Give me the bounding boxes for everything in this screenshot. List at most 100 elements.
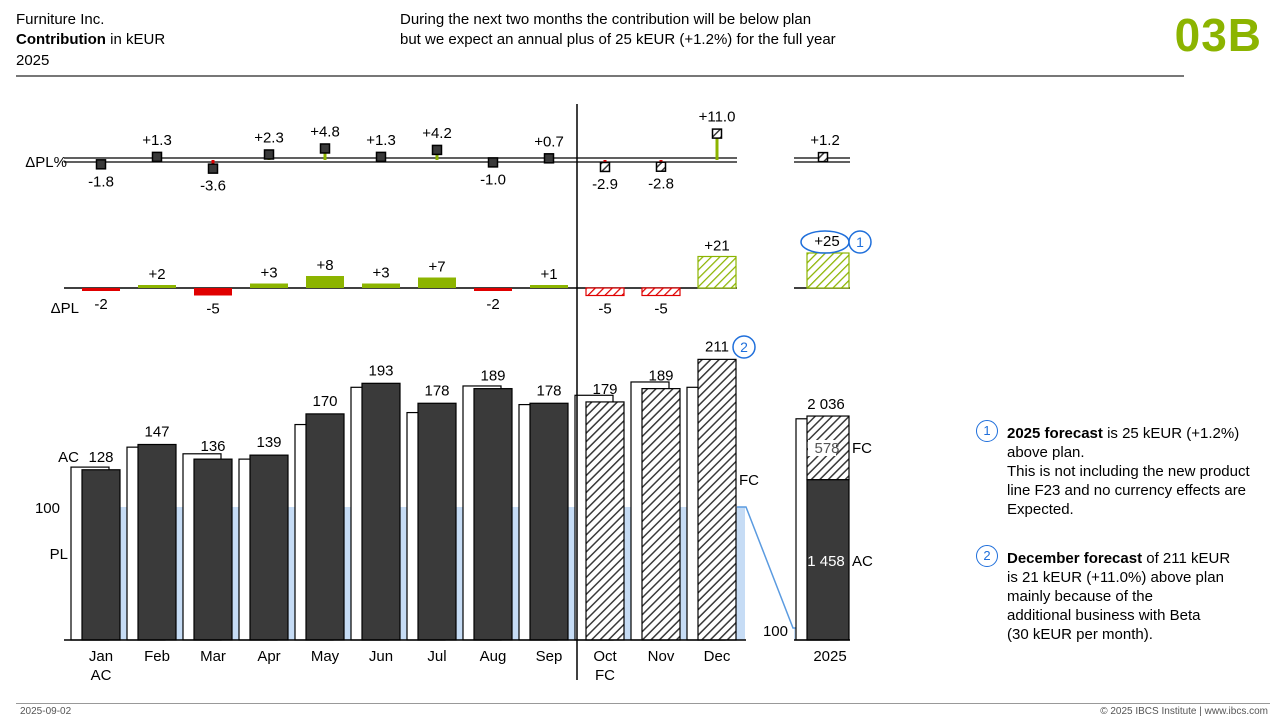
actual-bar-jul — [417, 402, 457, 641]
message-line-1: During the next two months the contribut… — [400, 11, 812, 28]
delta-pct-label-sep: +0.7 — [534, 133, 564, 150]
delta-pl-label-oct: -5 — [598, 301, 611, 318]
delta-pct-label-nov: -2.8 — [648, 176, 674, 193]
delta-pct-head-sep — [543, 153, 555, 164]
forecast-bar-oct — [585, 401, 625, 641]
note-2-marker: 2 — [976, 545, 998, 567]
value-label-feb: 147 — [144, 423, 169, 440]
forecast-bar-nov — [641, 388, 681, 641]
note-1-line-1: is 25 kEUR (+1.2%) — [1102, 425, 1240, 442]
note-2-line-2: is 21 kEUR (+11.0%) above plan — [1007, 569, 1224, 586]
delta-pl-bar-aug — [474, 288, 512, 291]
delta-pct-label-mar: -3.6 — [200, 178, 226, 195]
x-scenario-label-ac: AC — [91, 667, 112, 684]
legend-plan: PL — [50, 546, 68, 563]
x-label-sep: Sep — [536, 648, 563, 665]
value-label-mar: 136 — [200, 438, 225, 455]
note-1-line-5: Expected. — [1007, 501, 1074, 518]
delta-pl-bar-nov — [641, 287, 681, 297]
total-fc-tag: FC — [852, 440, 872, 457]
note-1: 2025 forecast is 25 kEUR (+1.2%) above p… — [1007, 424, 1269, 519]
note-1-title: 2025 forecast — [1007, 425, 1103, 442]
actual-bar-jun — [361, 382, 401, 641]
company-name: Furniture Inc. — [16, 11, 105, 28]
measure-title: Contribution in kEUR — [16, 31, 165, 48]
plan-index-label: 100 — [35, 500, 60, 517]
actual-bar-feb — [137, 443, 177, 641]
delta-pct-head-aug — [487, 157, 499, 168]
total-delta-pct-head — [817, 151, 829, 163]
value-label-aug: 189 — [480, 368, 505, 385]
footer-copyright: © 2025 IBCS Institute | www.ibcs.com — [1100, 706, 1268, 717]
x-label-jan: Jan — [89, 648, 113, 665]
x-label-year: 2025 — [813, 648, 846, 665]
actual-bar-aug — [473, 388, 513, 641]
measure-unit: in kEUR — [105, 31, 166, 48]
value-label-may: 170 — [312, 393, 337, 410]
total-ac-tag: AC — [852, 553, 873, 570]
delta-pct-label-aug: -1.0 — [480, 171, 506, 188]
note-2-line-3: mainly because of the — [1007, 588, 1153, 605]
delta-pct-head-nov — [655, 161, 667, 172]
delta-pl-bar-mar — [194, 288, 232, 296]
header-divider — [16, 75, 1184, 77]
footer-date: 2025-09-02 — [20, 706, 72, 717]
delta-pct-label-jul: +4.2 — [422, 125, 452, 142]
delta-pct-label-jun: +1.3 — [366, 132, 396, 149]
total-forecast-label-bg — [808, 440, 836, 456]
x-label-feb: Feb — [144, 648, 170, 665]
note-2: December forecast of 211 kEUR is 21 kEUR… — [1007, 549, 1269, 644]
delta-pct-head-dec — [711, 128, 723, 139]
value-label-sep: 178 — [536, 382, 561, 399]
delta-pl-bar-sep — [530, 285, 568, 288]
delta-pl-label-sep: +1 — [540, 266, 557, 283]
actual-bar-mar — [193, 458, 233, 641]
delta-pl-label-nov: -5 — [654, 301, 667, 318]
delta-pct-head-oct — [599, 161, 611, 173]
delta-pct-head-jul — [431, 144, 443, 156]
delta-pct-label-jan: -1.8 — [88, 173, 114, 190]
note-1-line-2: above plan. — [1007, 444, 1085, 461]
delta-pl-axis-label: ΔPL — [51, 300, 79, 317]
chart-note-1-circle — [848, 230, 872, 254]
measure-name: Contribution — [16, 31, 106, 48]
total-delta-pl-label: +25 — [814, 233, 839, 250]
delta-pct-label-feb: +1.3 — [142, 132, 172, 149]
note-1-marker: 1 — [976, 420, 998, 442]
note-1-line-3: This is not including the new product — [1007, 463, 1250, 480]
delta-pl-bar-may — [306, 276, 344, 288]
delta-pct-head-jan — [95, 159, 107, 170]
footer-divider — [16, 703, 1270, 704]
delta-pct-axis-label: ΔPL% — [25, 154, 67, 171]
x-label-mar: Mar — [200, 648, 226, 665]
period: 2025 — [16, 52, 50, 69]
delta-pct-head-feb — [151, 151, 163, 163]
total-actual-bar — [806, 479, 850, 641]
actual-bar-sep — [529, 402, 569, 641]
delta-pl-bar-jun — [362, 283, 400, 288]
chart-note-2-circle — [732, 335, 756, 359]
delta-pl-bar-apr — [250, 283, 288, 288]
value-label-nov: 189 — [648, 368, 673, 385]
x-label-nov: Nov — [648, 648, 675, 665]
note-1-line-4: line F23 and no currency effects are — [1007, 482, 1247, 499]
delta-pl-label-apr: +3 — [260, 265, 277, 282]
chart-note-1-number: 1 — [856, 234, 864, 250]
delta-pl-bar-oct — [585, 287, 625, 297]
delta-pl-label-mar: -5 — [206, 301, 219, 318]
legend-forecast: FC — [739, 472, 759, 489]
actual-bar-may — [305, 413, 345, 641]
value-label-oct: 179 — [592, 381, 617, 398]
total-value-label: 2 036 — [807, 396, 845, 413]
total-forecast-label: 578 — [814, 440, 839, 457]
delta-pct-label-apr: +2.3 — [254, 129, 284, 146]
note-2-line-4: additional business with Beta — [1007, 607, 1201, 624]
chart-note-2-number: 2 — [740, 339, 748, 355]
delta-pl-label-dec: +21 — [704, 238, 729, 255]
delta-pl-bar-jul — [418, 277, 456, 288]
x-label-dec: Dec — [704, 648, 731, 665]
total-plan-index-label: 100 — [763, 623, 788, 640]
legend-actual: AC — [58, 449, 79, 466]
delta-pl-label-jul: +7 — [428, 259, 445, 276]
